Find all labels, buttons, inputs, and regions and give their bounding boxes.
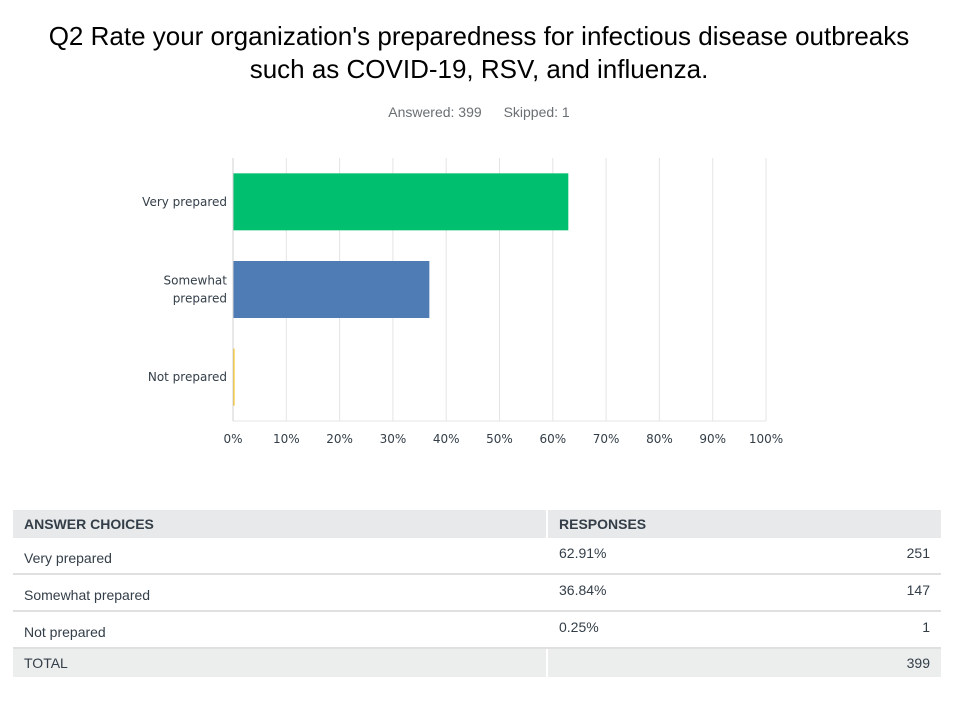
response-count: 1: [922, 619, 930, 635]
response-count: 251: [906, 545, 930, 561]
x-tick-label: 0%: [223, 432, 242, 446]
x-tick-label: 80%: [646, 432, 673, 446]
header-answer-choices: ANSWER CHOICES: [13, 510, 546, 538]
response-stats: Answered: 399 Skipped: 1: [0, 104, 958, 120]
total-label: TOTAL: [13, 649, 546, 677]
question-title-line-2: such as COVID-19, RSV, and influenza.: [249, 54, 709, 84]
bar: [233, 348, 235, 406]
response-count: 147: [906, 582, 930, 598]
x-tick-label: 100%: [749, 432, 783, 446]
table-row: Somewhat prepared 36.84% 147: [13, 575, 941, 612]
table-row: Very prepared 62.91% 251: [13, 538, 941, 575]
x-tick-label: 40%: [433, 432, 460, 446]
answered-count: Answered: 399: [388, 104, 482, 120]
x-tick-label: 70%: [593, 432, 620, 446]
table-header-row: ANSWER CHOICES RESPONSES: [13, 510, 941, 538]
bar-chart: 0% 10% 20% 30% 40% 50% 60% 70% 80% 90% 100% Very pr…: [142, 158, 783, 446]
response-percent: 0.25%: [559, 619, 599, 635]
category-label: prepared: [173, 292, 227, 306]
x-tick-label: 20%: [326, 432, 353, 446]
x-tick-label: 50%: [486, 432, 513, 446]
x-tick-label: 30%: [380, 432, 407, 446]
question-title: Q2 Rate your organization's preparedness…: [0, 20, 958, 86]
x-tick-label: 90%: [699, 432, 726, 446]
x-tick-label: 10%: [273, 432, 300, 446]
question-title-line-1: Q2 Rate your organization's preparedness…: [48, 21, 910, 51]
responses-table: ANSWER CHOICES RESPONSES Very prepared 6…: [13, 510, 941, 677]
category-label: Somewhat: [163, 274, 227, 288]
skipped-count: Skipped: 1: [503, 104, 570, 120]
table-row: Not prepared 0.25% 1: [13, 612, 941, 649]
choice-label: Very prepared: [24, 550, 112, 566]
header-responses: RESPONSES: [548, 510, 941, 538]
category-label: Very prepared: [142, 195, 227, 209]
total-count: 399: [906, 655, 930, 671]
category-label: Not prepared: [148, 370, 227, 384]
choice-label: Not prepared: [24, 624, 106, 640]
response-percent: 36.84%: [559, 582, 607, 598]
x-tick-label: 60%: [539, 432, 566, 446]
bar: [233, 261, 430, 318]
table-total-row: TOTAL 399: [13, 649, 941, 677]
bar: [233, 173, 569, 231]
response-percent: 62.91%: [559, 545, 607, 561]
choice-label: Somewhat prepared: [24, 587, 151, 603]
